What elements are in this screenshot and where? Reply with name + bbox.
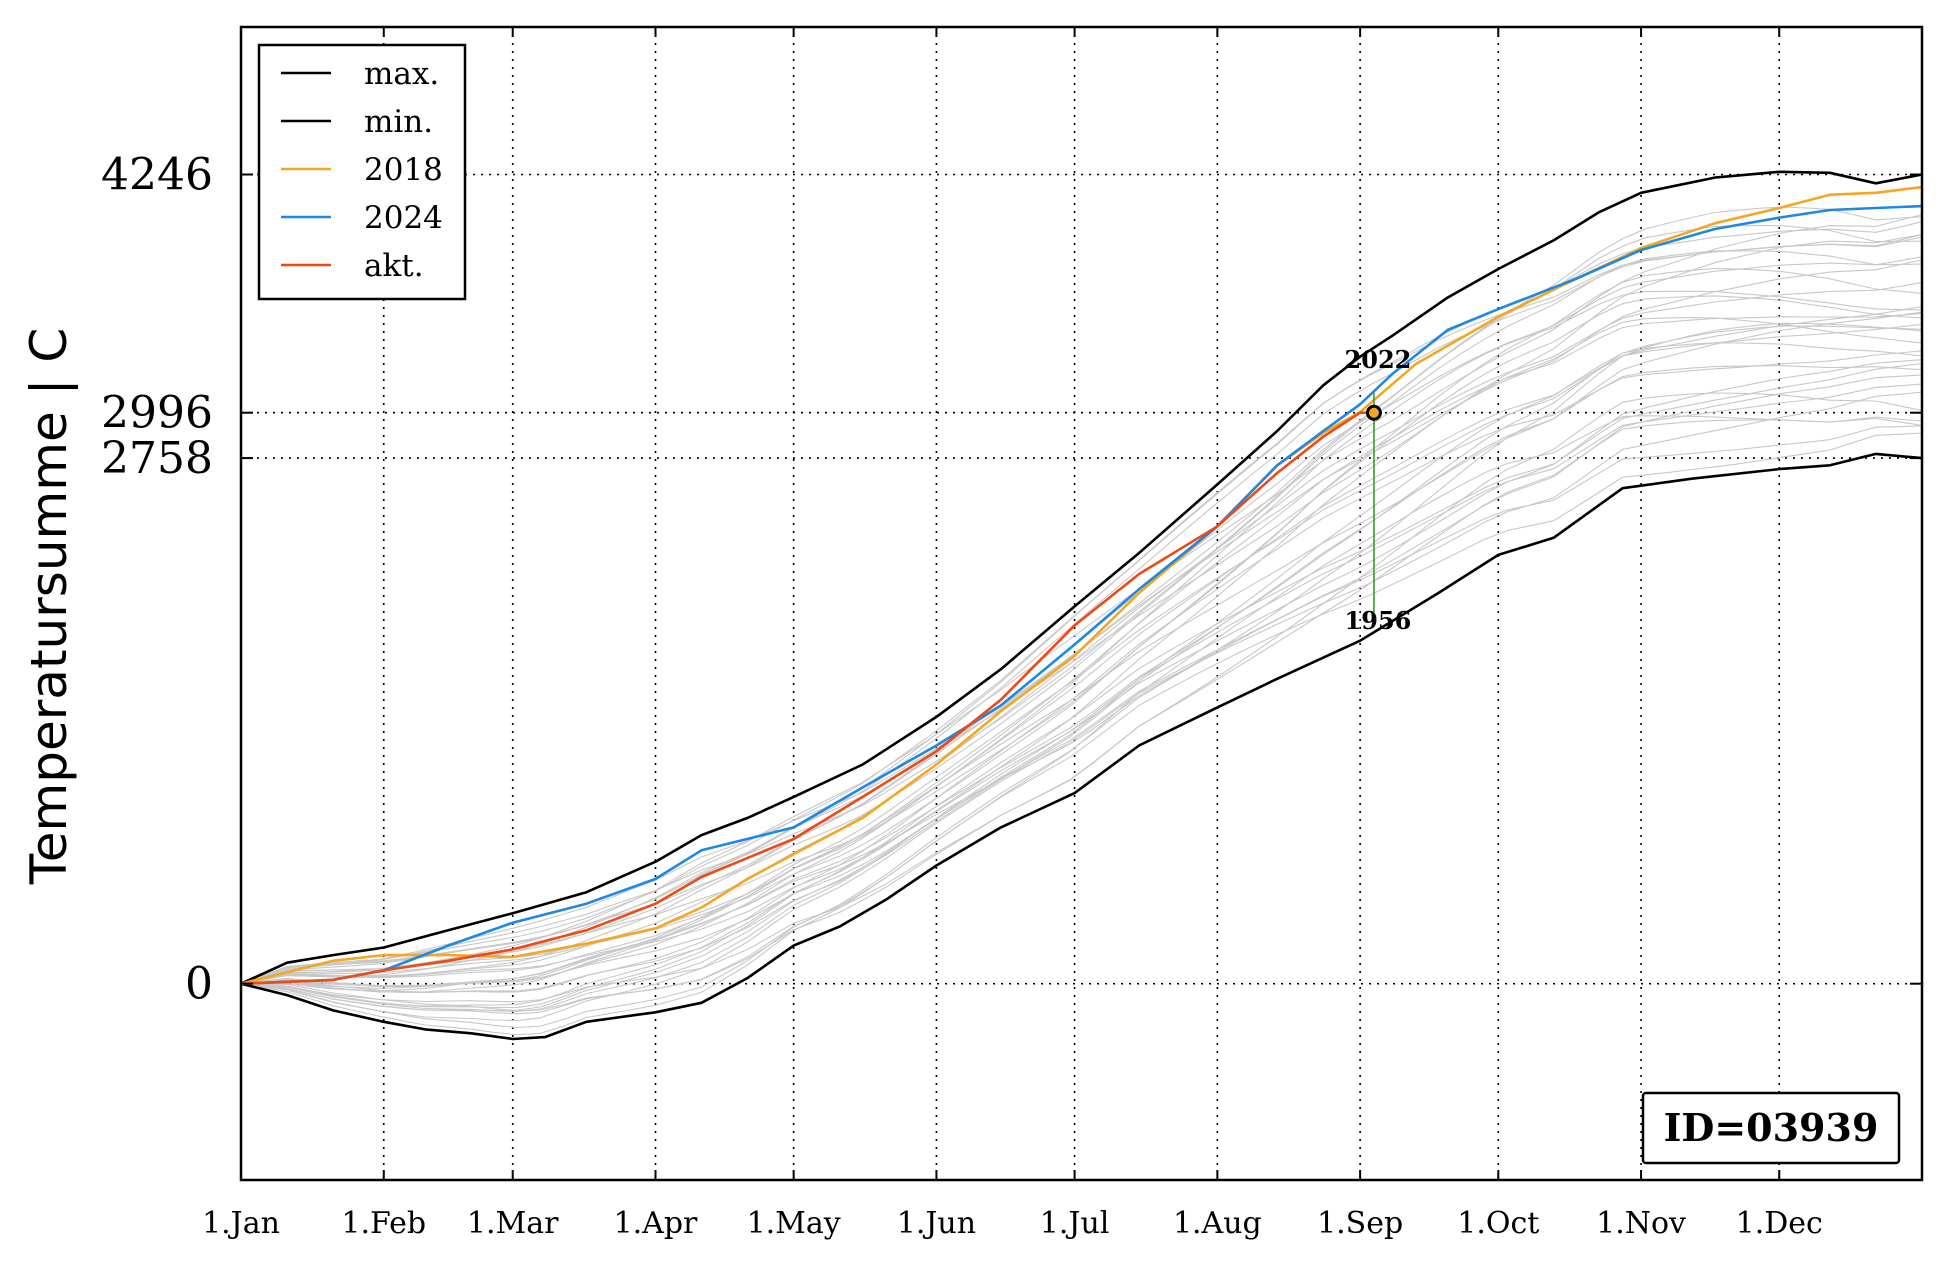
background-year-line (240, 206, 1923, 985)
x-tick-label: 1.May (747, 1206, 841, 1241)
background-year-line (240, 214, 1923, 985)
x-axis-ticks: 1.Jan 1.Feb 1.Mar 1.Apr 1.May 1.Jun 1.Jul 1.Aug… (202, 27, 1823, 1241)
background-year-line (240, 311, 1923, 993)
background-year-line (240, 365, 1923, 994)
series-line-max (240, 170, 1923, 985)
background-year-line (240, 312, 1923, 985)
x-tick-label: 1.Apr (614, 1206, 698, 1241)
annotation-label: 2022 (1345, 345, 1412, 374)
y-axis-label: Temperatursumme | C (20, 328, 78, 886)
plot-frame (239, 25, 1924, 1182)
series-line-2018 (240, 185, 1923, 985)
background-year-line (240, 392, 1923, 1003)
x-tick-label: 1.Sep (1317, 1206, 1403, 1241)
id-box-frame (1641, 1091, 1901, 1165)
y-tick-label: 0 (185, 959, 213, 1010)
y-tick-label: 4246 (101, 150, 213, 201)
station-id-box: ID=03939 (1641, 1091, 1901, 1165)
legend-label: max. (364, 56, 439, 92)
background-year-line (240, 383, 1923, 1012)
background-year-line (240, 323, 1923, 987)
background-year-line (240, 233, 1923, 985)
annotations: 2022 1956 (1345, 345, 1412, 635)
x-tick-label: 1.Aug (1173, 1206, 1262, 1241)
y-tick-label: 2758 (101, 433, 213, 484)
background-year-lines (240, 206, 1923, 1036)
legend-label: akt. (364, 248, 424, 284)
x-tick-label: 1.Oct (1457, 1206, 1539, 1241)
y-tick-label: 2996 (101, 388, 213, 439)
x-tick-label: 1.Jun (897, 1206, 976, 1241)
background-year-line (240, 342, 1923, 987)
legend-label: 2024 (364, 200, 443, 236)
x-tick-label: 1.Mar (467, 1206, 559, 1241)
background-year-line (240, 295, 1923, 985)
background-year-line (240, 325, 1923, 989)
x-tick-label: 1.Nov (1596, 1206, 1686, 1241)
background-year-line (240, 306, 1923, 988)
background-year-line (240, 267, 1923, 985)
x-tick-label: 1.Dec (1736, 1206, 1823, 1241)
legend-box (257, 43, 467, 301)
annotation-label: 1956 (1345, 606, 1412, 635)
background-year-line (240, 350, 1923, 993)
legend: max. min. 2018 2024 akt. (257, 43, 467, 301)
background-year-line (240, 432, 1923, 1036)
legend-label: 2018 (364, 152, 443, 188)
background-year-line (240, 417, 1923, 1015)
legend-label: min. (364, 104, 433, 140)
background-year-line (240, 282, 1923, 985)
x-tick-label: 1.Feb (341, 1206, 426, 1241)
background-year-line (240, 391, 1923, 1022)
series-line-akt (240, 411, 1374, 985)
series-line-min (240, 452, 1923, 1041)
current-value-marker (1365, 404, 1382, 421)
background-year-line (240, 224, 1923, 985)
station-id-label: ID=03939 (1664, 1105, 1879, 1150)
background-year-line (240, 362, 1923, 1009)
background-year-line (240, 415, 1923, 1012)
x-tick-label: 1.Jan (202, 1206, 280, 1241)
background-year-line (240, 221, 1923, 985)
background-year-line (240, 250, 1923, 985)
background-year-line (240, 359, 1923, 1007)
x-tick-label: 1.Jul (1040, 1206, 1110, 1241)
background-year-line (240, 259, 1923, 985)
series-line-2024 (240, 204, 1923, 985)
background-year-line (240, 317, 1923, 985)
series-lines (240, 170, 1923, 1041)
